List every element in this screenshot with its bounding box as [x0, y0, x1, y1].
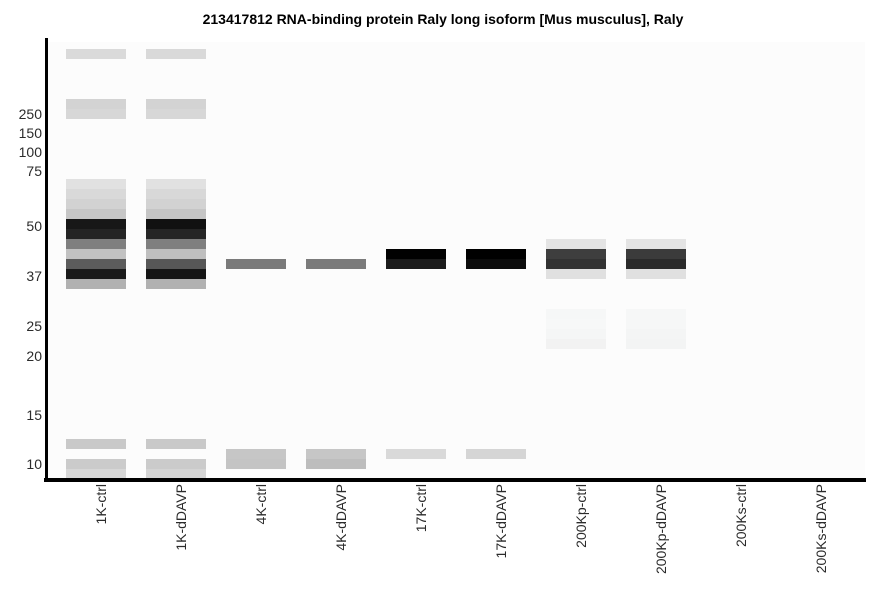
gel-band — [66, 229, 126, 239]
y-tick-label: 20 — [26, 348, 42, 364]
gel-band — [146, 269, 206, 279]
lane-label-text: 4K-dDAVP — [333, 484, 349, 551]
gel-band — [546, 329, 606, 339]
lane-label-text: 200Kp-ctrl — [573, 484, 589, 548]
figure-title: 213417812 RNA-binding protein Raly long … — [202, 11, 684, 27]
gel-band — [546, 319, 606, 329]
gel-band — [226, 449, 286, 459]
lane-label-text: 1K-ctrl — [93, 484, 109, 525]
lane-label: 1K-dDAVP — [173, 484, 240, 551]
lane-label-text: 4K-ctrl — [253, 484, 269, 525]
lane-label: 200Ks-ctrl — [733, 484, 796, 547]
gel-band — [146, 179, 206, 189]
gel-band — [626, 339, 686, 349]
gel-band — [146, 229, 206, 239]
gel-band — [146, 109, 206, 119]
gel-band — [466, 249, 526, 259]
y-tick-label: 10 — [26, 456, 42, 472]
lane-label: 200Ks-dDAVP — [813, 484, 886, 573]
lane-label: 17K-ctrl — [413, 484, 461, 532]
gel-band — [546, 309, 606, 319]
lane-label-text: 17K-ctrl — [413, 484, 429, 533]
lane-label-text: 200Kp-dDAVP — [653, 484, 669, 575]
gel-band — [66, 179, 126, 189]
y-tick-label: 100 — [18, 144, 42, 160]
gel-band — [626, 249, 686, 259]
lane-label: 4K-ctrl — [253, 484, 293, 524]
gel-band — [146, 239, 206, 249]
gel-band — [306, 449, 366, 459]
gel-band — [626, 309, 686, 319]
y-tick-label: 150 — [18, 125, 42, 141]
gel-band — [66, 249, 126, 259]
lane-label-text: 200Ks-ctrl — [733, 484, 749, 548]
x-axis-line — [44, 478, 866, 482]
gel-band — [146, 439, 206, 449]
gel-band — [66, 239, 126, 249]
gel-band — [66, 439, 126, 449]
gel-band — [66, 99, 126, 109]
lane-label: 4K-dDAVP — [333, 484, 400, 551]
gel-band — [466, 259, 526, 269]
gel-band — [66, 189, 126, 199]
y-tick-label: 25 — [26, 318, 42, 334]
gel-band — [66, 469, 126, 478]
y-axis-line — [45, 38, 48, 482]
gel-band — [66, 49, 126, 59]
gel-band — [146, 259, 206, 269]
gel-band — [66, 209, 126, 219]
gel-band — [146, 279, 206, 289]
gel-band — [386, 249, 446, 259]
gel-band — [626, 319, 686, 329]
y-tick-label: 250 — [18, 106, 42, 122]
lane-label-text: 1K-dDAVP — [173, 484, 189, 551]
gel-band — [146, 249, 206, 259]
lane-label: 200Kp-ctrl — [573, 484, 637, 548]
gel-band — [146, 49, 206, 59]
lane-label: 1K-ctrl — [93, 484, 133, 524]
gel-band — [66, 269, 126, 279]
gel-band — [146, 219, 206, 229]
lane-label: 17K-dDAVP — [493, 484, 567, 558]
gel-band — [546, 239, 606, 249]
gel-band — [546, 339, 606, 349]
lane-label: 200Kp-dDAVP — [653, 484, 743, 574]
gel-band — [146, 469, 206, 478]
gel-band — [546, 259, 606, 269]
gel-band — [626, 329, 686, 339]
gel-band — [466, 449, 526, 459]
gel-band — [66, 459, 126, 469]
gel-band — [546, 249, 606, 259]
lane-label-text: 17K-dDAVP — [493, 484, 509, 559]
gel-band — [626, 259, 686, 269]
gel-band — [146, 209, 206, 219]
lane-label-text: 200Ks-dDAVP — [813, 484, 829, 574]
gel-band — [146, 99, 206, 109]
gel-band — [626, 239, 686, 249]
gel-band — [146, 459, 206, 469]
gel-band — [626, 269, 686, 279]
y-tick-label: 75 — [26, 163, 42, 179]
gel-band — [146, 189, 206, 199]
gel-band — [66, 219, 126, 229]
gel-band — [546, 269, 606, 279]
gel-band — [146, 199, 206, 209]
gel-band — [226, 259, 286, 269]
gel-band — [386, 259, 446, 269]
y-tick-label: 15 — [26, 407, 42, 423]
gel-band — [66, 279, 126, 289]
gel-band — [386, 449, 446, 459]
gel-band — [306, 259, 366, 269]
y-tick-label: 37 — [26, 268, 42, 284]
gel-band — [66, 259, 126, 269]
gel-band — [226, 459, 286, 469]
gel-band — [306, 459, 366, 469]
gel-band — [66, 109, 126, 119]
gel-band — [66, 199, 126, 209]
y-tick-label: 50 — [26, 218, 42, 234]
